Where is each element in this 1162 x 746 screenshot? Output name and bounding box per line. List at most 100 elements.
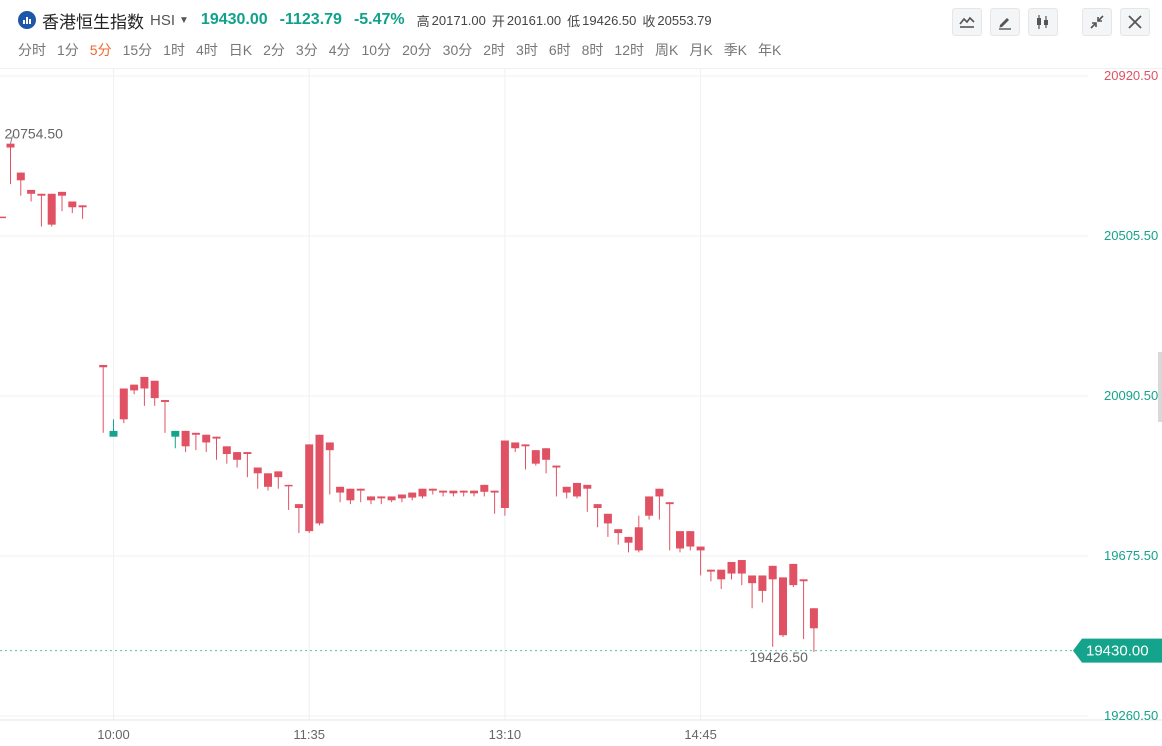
- candle-body[interactable]: [696, 546, 705, 551]
- draw-tool-button[interactable]: [990, 8, 1020, 36]
- period-tab[interactable]: 4时: [195, 42, 218, 58]
- candle-body[interactable]: [109, 430, 118, 437]
- candle-body[interactable]: [789, 563, 798, 586]
- candle-body[interactable]: [140, 376, 149, 389]
- candle-body[interactable]: [119, 388, 128, 420]
- candle-body[interactable]: [480, 484, 489, 492]
- candle-body[interactable]: [171, 430, 180, 437]
- candle-body[interactable]: [758, 575, 767, 591]
- collapse-button[interactable]: [1082, 8, 1112, 36]
- candle-body[interactable]: [315, 434, 324, 524]
- period-tab[interactable]: 30分: [442, 42, 473, 58]
- chart-resize-handle[interactable]: [1158, 352, 1162, 422]
- period-tab[interactable]: 1时: [163, 42, 185, 58]
- period-tab[interactable]: 月K: [689, 42, 713, 58]
- candle-body[interactable]: [181, 430, 190, 447]
- candle-body[interactable]: [727, 561, 736, 574]
- period-tab[interactable]: 周K: [655, 42, 679, 58]
- candle-body[interactable]: [645, 496, 654, 516]
- candle-body[interactable]: [233, 452, 242, 460]
- period-tab[interactable]: 2时: [483, 42, 506, 58]
- candle-body[interactable]: [387, 496, 396, 501]
- candle-body[interactable]: [573, 482, 581, 497]
- symbol-selector[interactable]: HSI: [150, 11, 176, 29]
- candle-body[interactable]: [336, 486, 345, 493]
- candle-body[interactable]: [408, 492, 417, 498]
- candle-body[interactable]: [583, 484, 592, 489]
- period-tab[interactable]: 3时: [516, 42, 538, 58]
- period-tab[interactable]: 4分: [328, 42, 351, 58]
- candle-body[interactable]: [47, 193, 56, 225]
- period-tab[interactable]: 日K: [228, 42, 253, 58]
- candle-body[interactable]: [655, 488, 664, 497]
- candle-body[interactable]: [748, 575, 757, 584]
- candle-body[interactable]: [531, 450, 540, 464]
- candle-body[interactable]: [99, 364, 108, 368]
- candle-body[interactable]: [367, 496, 375, 501]
- candle-body[interactable]: [511, 442, 520, 449]
- candlestick-button[interactable]: [1028, 8, 1058, 36]
- candle-body[interactable]: [212, 436, 221, 439]
- chevron-down-icon[interactable]: ▼: [179, 14, 189, 26]
- candle-body[interactable]: [624, 536, 633, 543]
- period-tab[interactable]: 10分: [361, 42, 392, 58]
- line-chart-button[interactable]: [952, 8, 982, 36]
- candle-body[interactable]: [717, 569, 726, 580]
- candle-body[interactable]: [634, 527, 643, 551]
- candle-body[interactable]: [428, 488, 437, 491]
- period-tab[interactable]: 年K: [758, 42, 782, 58]
- candle-body[interactable]: [779, 577, 787, 636]
- candle-body[interactable]: [768, 565, 777, 580]
- candle-body[interactable]: [397, 494, 406, 499]
- candle-body[interactable]: [459, 490, 468, 493]
- candle-body[interactable]: [377, 496, 386, 499]
- candle-body[interactable]: [27, 189, 36, 194]
- period-tab[interactable]: 8时: [581, 42, 604, 58]
- period-tab[interactable]: 分时: [18, 42, 46, 58]
- candle-body[interactable]: [521, 444, 530, 447]
- candle-body[interactable]: [809, 608, 818, 629]
- period-tab[interactable]: 20分: [402, 42, 432, 58]
- candle-body[interactable]: [614, 529, 623, 534]
- candle-body[interactable]: [274, 471, 283, 478]
- candle-body[interactable]: [799, 579, 808, 582]
- candle-body[interactable]: [68, 201, 77, 208]
- period-tab[interactable]: 5分: [89, 42, 112, 58]
- candle-body[interactable]: [305, 444, 314, 532]
- period-tab[interactable]: 6时: [548, 42, 571, 58]
- candle-body[interactable]: [439, 490, 448, 493]
- period-tab[interactable]: 1分: [57, 42, 79, 58]
- candle-body[interactable]: [490, 490, 499, 493]
- candle-body[interactable]: [78, 205, 87, 208]
- candle-body[interactable]: [150, 380, 159, 399]
- candle-body[interactable]: [130, 384, 139, 391]
- candle-body[interactable]: [603, 513, 612, 524]
- candle-body[interactable]: [284, 484, 293, 487]
- candle-body[interactable]: [500, 440, 509, 508]
- candle-body[interactable]: [294, 504, 303, 508]
- candle-body[interactable]: [737, 560, 746, 574]
- period-tab[interactable]: 12时: [614, 42, 644, 58]
- candle-body[interactable]: [191, 432, 200, 435]
- candle-body[interactable]: [542, 448, 551, 460]
- candle-body[interactable]: [58, 191, 66, 196]
- candle-body[interactable]: [253, 467, 262, 474]
- period-tab[interactable]: 季K: [723, 42, 748, 58]
- candle-body[interactable]: [37, 193, 46, 196]
- candle-body[interactable]: [593, 504, 602, 508]
- candle-body[interactable]: [346, 488, 355, 501]
- candle-body[interactable]: [418, 488, 427, 497]
- candle-body[interactable]: [16, 172, 25, 181]
- candle-body[interactable]: [470, 490, 478, 494]
- candle-body[interactable]: [706, 569, 715, 572]
- candle-body[interactable]: [161, 400, 169, 402]
- candle-body[interactable]: [562, 486, 571, 493]
- candle-body[interactable]: [325, 442, 334, 451]
- candle-body[interactable]: [202, 434, 211, 443]
- close-button[interactable]: [1120, 8, 1150, 36]
- period-tab[interactable]: 3分: [295, 42, 318, 58]
- candlestick-chart[interactable]: 20920.50 20505.50 20090.50 19675.50 19260.50…: [0, 68, 1162, 746]
- candle-body[interactable]: [665, 502, 674, 505]
- period-tab[interactable]: 15分: [122, 42, 153, 58]
- candle-body[interactable]: [552, 465, 561, 468]
